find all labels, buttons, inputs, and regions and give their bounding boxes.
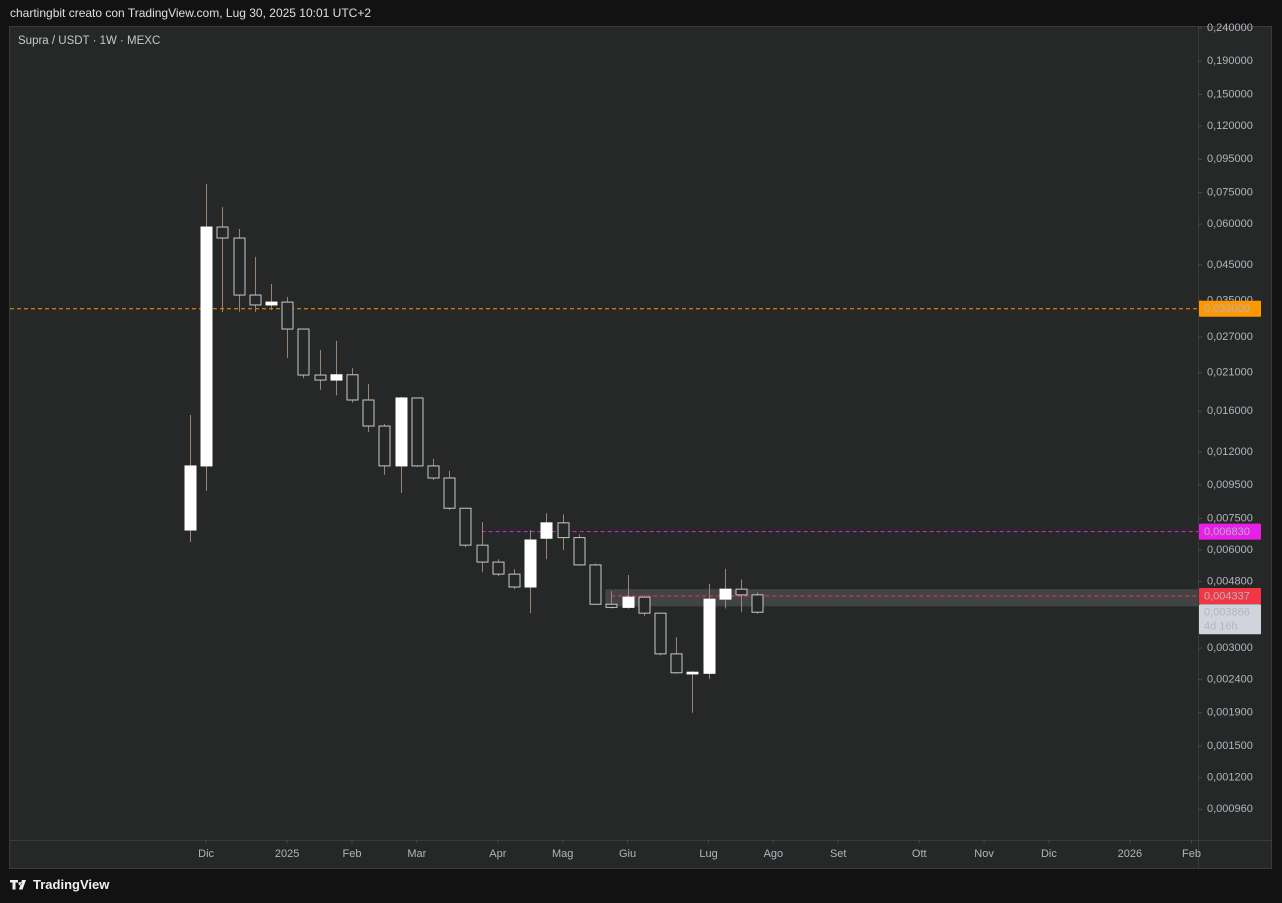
candle-body [492, 561, 505, 575]
y-tick-label: 0,007500 [1207, 512, 1253, 524]
candle-body [314, 374, 327, 381]
countdown: 4d 16h [1204, 621, 1238, 633]
candle-body [427, 465, 440, 479]
candle-body [378, 425, 391, 467]
logo-icon [10, 880, 26, 890]
y-tick-label: 0,240000 [1207, 22, 1253, 34]
footer-brand: TradingView [33, 877, 110, 892]
legend: Supra / USDT · 1W · MEXC [18, 35, 160, 47]
plot [10, 183, 1198, 713]
x-tick-label: Ott [912, 848, 927, 860]
candle-body [459, 507, 472, 546]
last-price-box [1199, 604, 1261, 635]
candle-body [346, 374, 359, 401]
x-tick-label: Dic [198, 848, 214, 860]
candle-body [508, 573, 521, 588]
y-tick-label: 0,060000 [1207, 218, 1253, 230]
candle-body [524, 539, 537, 588]
candle-body [200, 226, 213, 467]
x-tick-label: Dic [1041, 848, 1057, 860]
header: chartingbit creato con TradingView.com, … [10, 6, 371, 20]
logo: TradingView [10, 877, 110, 892]
y-tick-label: 0,004800 [1207, 575, 1253, 587]
candle-body [703, 598, 716, 674]
candle-body [395, 397, 408, 467]
x-tick-label: 2026 [1118, 848, 1142, 860]
candle-body [719, 588, 732, 600]
y-tick-label: 0,190000 [1207, 55, 1253, 67]
y-tick-label: 0,001200 [1207, 772, 1253, 784]
candle-body [751, 594, 764, 613]
candle-body [362, 399, 375, 427]
x-tick-label: Lug [699, 848, 717, 860]
candle-body [233, 237, 246, 296]
candle-body [184, 465, 197, 531]
y-tick-label: 0,021000 [1207, 367, 1253, 379]
candle-body [476, 544, 489, 563]
candle-body [686, 671, 699, 675]
y-tick-label: 0,120000 [1207, 120, 1253, 132]
candle-body [573, 537, 586, 566]
candle-body [638, 596, 651, 614]
candle-body [589, 564, 602, 605]
x-tick-label: Nov [974, 848, 994, 860]
candle-body [411, 397, 424, 467]
y-tick-label: 0,150000 [1207, 88, 1253, 100]
candle-body [297, 328, 310, 376]
x-tick-label: Set [830, 848, 847, 860]
price-label-box [1199, 523, 1261, 540]
x-tick-label: 2025 [275, 848, 299, 860]
price-label: 0,004337 [1204, 590, 1250, 602]
price-label-box [1199, 587, 1261, 604]
candle-body [605, 603, 618, 608]
candle-body [622, 596, 635, 608]
y-tick-label: 0,002400 [1207, 674, 1253, 686]
y-tick-label: 0,000960 [1207, 803, 1253, 815]
candle-body [670, 653, 683, 674]
x-tick-label: Apr [489, 848, 506, 860]
candle-body [330, 374, 343, 381]
last-price-label: 0,003866 [1204, 607, 1250, 619]
chart-panel [9, 26, 1272, 869]
x-tick-label: Feb [1182, 848, 1201, 860]
x-tick-label: Giu [619, 848, 636, 860]
price-label: 0,033000 [1204, 303, 1250, 315]
y-tick-label: 0,006000 [1207, 544, 1253, 556]
price-label-box [1199, 300, 1261, 317]
candle-body [540, 522, 553, 539]
x-tick-label: Mar [407, 848, 426, 860]
candle-body [443, 477, 456, 509]
y-tick-label: 0,001900 [1207, 707, 1253, 719]
y-tick-label: 0,009500 [1207, 479, 1253, 491]
candle-body [557, 522, 570, 539]
candle-body [216, 226, 229, 239]
x-tick-label: Ago [764, 848, 784, 860]
candle-body [281, 301, 294, 330]
price-label: 0,006830 [1204, 526, 1250, 538]
candle-body [654, 612, 667, 655]
y-tick-label: 0,016000 [1207, 405, 1253, 417]
y-tick-label: 0,045000 [1207, 259, 1253, 271]
x-tick-label: Mag [552, 848, 573, 860]
zone [605, 589, 1198, 607]
candle-body [265, 301, 278, 306]
candle-body [735, 588, 748, 596]
y-tick-label: 0,001500 [1207, 740, 1253, 752]
candle-body [249, 294, 262, 306]
y-tick-label: 0,012000 [1207, 446, 1253, 458]
y-tick-label: 0,075000 [1207, 187, 1253, 199]
y-tick-label: 0,095000 [1207, 153, 1253, 165]
x-tick-label: Feb [342, 848, 361, 860]
y-tick-label: 0,003000 [1207, 642, 1253, 654]
y-tick-label: 0,027000 [1207, 331, 1253, 343]
